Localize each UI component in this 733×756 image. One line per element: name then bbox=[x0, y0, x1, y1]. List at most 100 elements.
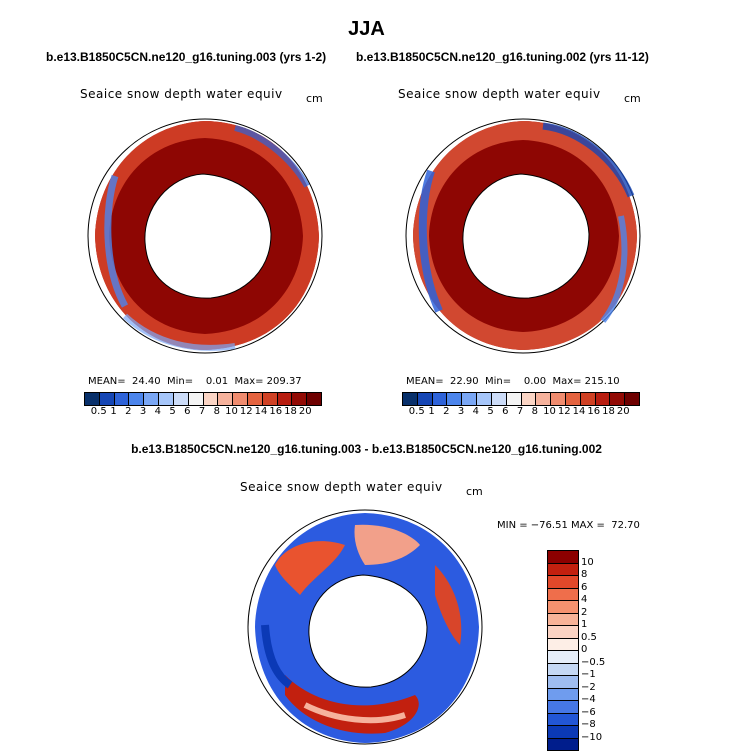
colorbar-swatch bbox=[548, 576, 578, 589]
colorbar-label: −2 bbox=[581, 681, 596, 693]
right-run-label: b.e13.B1850C5CN.ne120_g16.tuning.002 (yr… bbox=[356, 50, 649, 64]
colorbar-swatch bbox=[548, 676, 578, 689]
left-panel-units: cm bbox=[306, 92, 323, 105]
colorbar-swatch bbox=[595, 393, 611, 405]
colorbar-label: 0.5 bbox=[581, 631, 597, 643]
colorbar-label: 2 bbox=[581, 606, 588, 618]
left-colorbar-labels: 0.5 1 2 3 4 5 6 7 8 10 12 14 16 18 20 bbox=[84, 406, 320, 420]
colorbar-swatch bbox=[188, 393, 204, 405]
colorbar-swatch bbox=[548, 651, 578, 664]
colorbar-label: −10 bbox=[581, 731, 603, 743]
colorbar-swatch bbox=[159, 393, 174, 405]
colorbar-label: 0 bbox=[581, 644, 588, 655]
colorbar-swatch bbox=[521, 393, 537, 405]
colorbar-label: 0.5 bbox=[90, 406, 107, 417]
colorbar-swatch bbox=[536, 393, 552, 405]
colorbar-label: 8 bbox=[531, 406, 538, 417]
colorbar-swatch bbox=[462, 393, 478, 405]
colorbar-label: 1 bbox=[110, 406, 117, 417]
colorbar-label: 8 bbox=[581, 569, 588, 580]
colorbar-swatch bbox=[432, 393, 448, 405]
colorbar-swatch bbox=[548, 688, 578, 701]
right-colorbar-labels: 0.5 1 2 3 4 5 6 7 8 10 12 14 16 18 20 bbox=[402, 406, 638, 420]
colorbar-swatch bbox=[218, 393, 234, 405]
colorbar-swatch bbox=[144, 393, 160, 405]
right-polar-map bbox=[405, 118, 641, 354]
colorbar-swatch bbox=[447, 393, 463, 405]
colorbar-swatch bbox=[403, 393, 418, 405]
diff-panel-units: cm bbox=[466, 485, 483, 498]
right-panel-units: cm bbox=[624, 92, 641, 105]
right-panel-title: Seaice snow depth water equiv bbox=[398, 87, 601, 101]
colorbar-label: 2 bbox=[443, 406, 450, 417]
diff-run-label: b.e13.B1850C5CN.ne120_g16.tuning.003 - b… bbox=[131, 442, 602, 456]
colorbar-label: 10 bbox=[543, 406, 556, 417]
colorbar-label: 10 bbox=[225, 406, 238, 417]
colorbar-swatch bbox=[548, 551, 578, 564]
colorbar-swatch bbox=[548, 726, 578, 739]
colorbar-label: 5 bbox=[487, 406, 494, 417]
colorbar-label: 1 bbox=[428, 406, 435, 417]
colorbar-swatch bbox=[551, 393, 566, 405]
colorbar-swatch bbox=[277, 393, 293, 405]
diff-colorbar-labels: 10 8 6 4 2 1 0.5 0 −0.5 −1 −2 −4 −6 −8 −10 bbox=[581, 550, 621, 750]
colorbar-label: 4 bbox=[581, 594, 588, 605]
colorbar-label: 3 bbox=[139, 406, 147, 417]
left-panel-title: Seaice snow depth water equiv bbox=[80, 87, 283, 101]
colorbar-swatch bbox=[548, 701, 578, 714]
colorbar-swatch bbox=[203, 393, 219, 405]
colorbar-label: 20 bbox=[298, 406, 312, 417]
colorbar-swatch bbox=[548, 601, 578, 614]
diff-colorbar bbox=[547, 550, 579, 751]
colorbar-swatch bbox=[548, 663, 578, 676]
colorbar-label: 6 bbox=[502, 406, 509, 417]
colorbar-label: 14 bbox=[254, 406, 268, 417]
colorbar-swatch bbox=[262, 393, 278, 405]
left-run-label: b.e13.B1850C5CN.ne120_g16.tuning.003 (yr… bbox=[46, 50, 327, 64]
colorbar-swatch bbox=[173, 393, 189, 405]
colorbar-swatch bbox=[548, 613, 578, 626]
right-colorbar bbox=[402, 392, 640, 406]
colorbar-label: 14 bbox=[572, 406, 586, 417]
left-colorbar bbox=[84, 392, 322, 406]
colorbar-swatch bbox=[85, 393, 100, 405]
colorbar-swatch bbox=[307, 393, 321, 405]
colorbar-label: 20 bbox=[616, 406, 630, 417]
left-panel-stats: MEAN= 24.40 Min= 0.01 Max= 209.37 bbox=[88, 376, 302, 387]
colorbar-swatch bbox=[548, 738, 578, 750]
colorbar-swatch bbox=[114, 393, 130, 405]
colorbar-label: −6 bbox=[581, 706, 596, 718]
colorbar-label: −1 bbox=[581, 669, 596, 680]
colorbar-label: 10 bbox=[581, 556, 594, 568]
colorbar-label: −8 bbox=[581, 719, 596, 730]
colorbar-label: 16 bbox=[269, 406, 283, 417]
colorbar-label: 18 bbox=[602, 406, 615, 417]
colorbar-label: 4 bbox=[472, 406, 479, 417]
colorbar-swatch bbox=[292, 393, 308, 405]
colorbar-swatch bbox=[625, 393, 639, 405]
colorbar-swatch bbox=[565, 393, 581, 405]
colorbar-swatch bbox=[247, 393, 263, 405]
colorbar-swatch bbox=[491, 393, 507, 405]
colorbar-label: 16 bbox=[587, 406, 601, 417]
colorbar-swatch bbox=[548, 588, 578, 601]
colorbar-swatch bbox=[417, 393, 433, 405]
left-polar-map bbox=[87, 118, 323, 354]
colorbar-label: 1 bbox=[581, 619, 588, 630]
colorbar-label: 8 bbox=[213, 406, 220, 417]
colorbar-label: 0.5 bbox=[408, 406, 425, 417]
colorbar-swatch bbox=[477, 393, 492, 405]
colorbar-label: −0.5 bbox=[581, 656, 606, 668]
colorbar-label: −4 bbox=[581, 694, 596, 705]
colorbar-swatch bbox=[548, 626, 578, 639]
colorbar-label: 18 bbox=[284, 406, 297, 417]
colorbar-label: 3 bbox=[457, 406, 465, 417]
colorbar-label: 7 bbox=[516, 406, 524, 417]
colorbar-label: 6 bbox=[184, 406, 191, 417]
diff-panel-stats: MIN = −76.51 MAX = 72.70 bbox=[497, 520, 640, 531]
colorbar-swatch bbox=[506, 393, 522, 405]
page-title: JJA bbox=[348, 18, 385, 40]
colorbar-label: 2 bbox=[125, 406, 132, 417]
colorbar-label: 6 bbox=[581, 581, 588, 593]
colorbar-label: 7 bbox=[198, 406, 206, 417]
